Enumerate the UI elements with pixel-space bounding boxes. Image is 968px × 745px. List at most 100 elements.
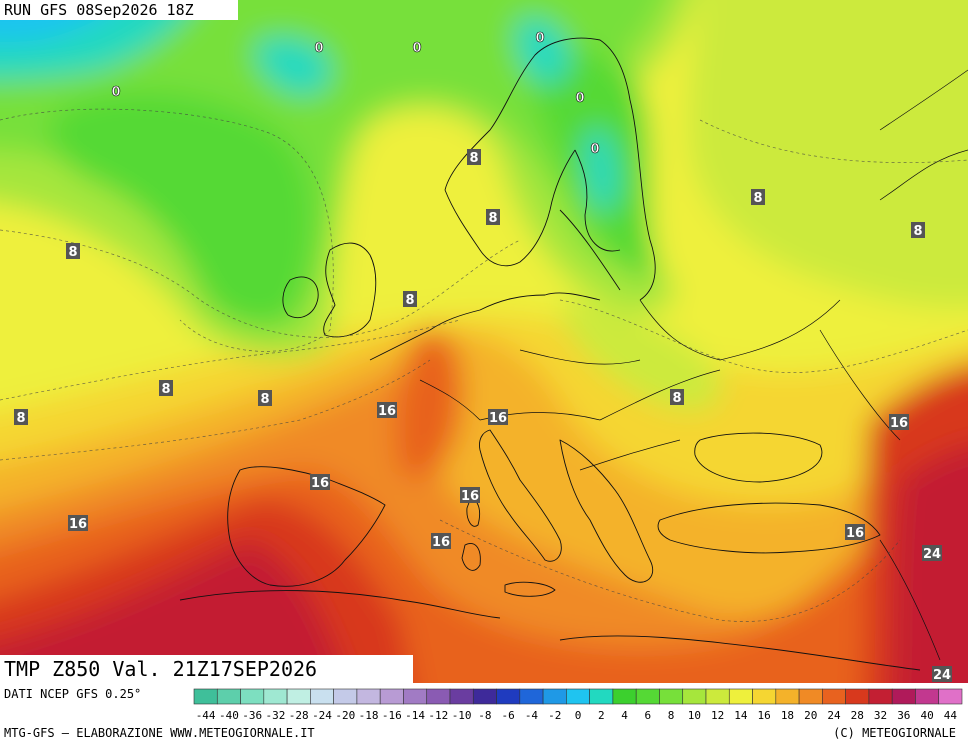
scale-swatch: [240, 688, 265, 705]
copyright-label: (C) METEOGIORNALE: [833, 726, 956, 740]
scale-tick-label: 36: [897, 709, 910, 722]
svg-text:0: 0: [575, 91, 584, 106]
scale-tick-label: 12: [711, 709, 724, 722]
svg-text:16: 16: [378, 404, 396, 419]
temperature-map: 0 0 0 0 0 0 8 8 8 8 8 8 8 8 8 8 16 16 16…: [0, 0, 968, 683]
scale-tick-label: -6: [502, 709, 515, 722]
scale-tick-label: 2: [598, 709, 605, 722]
scale-swatch: [216, 688, 241, 705]
svg-text:0: 0: [111, 85, 120, 100]
data-source-label: DATI NCEP GFS 0.25°: [4, 687, 142, 701]
scale-swatch: [472, 688, 497, 705]
label-16-h: 16: [431, 533, 451, 550]
label-0-b: 0: [412, 41, 422, 57]
scale-tick-label: -24: [312, 709, 332, 722]
scale-swatch: [333, 688, 358, 705]
scale-swatch: [286, 688, 311, 705]
scale-swatch: [915, 688, 940, 705]
label-8-c: 8: [751, 189, 765, 206]
scale-tick-label: 20: [804, 709, 817, 722]
svg-text:0: 0: [314, 41, 323, 56]
svg-text:16: 16: [69, 517, 87, 532]
temperature-color-scale: -44 -40 -36 -32 -28 -24 -20 -18 -16 -14 -12 -10 -8 -6…: [193, 688, 963, 722]
scale-swatch: [449, 688, 474, 705]
svg-text:24: 24: [923, 547, 941, 562]
label-8-b: 8: [486, 209, 500, 226]
scale-tick-label: -28: [289, 709, 309, 722]
scale-tick-label: 6: [645, 709, 652, 722]
scale-tick-labels: -44 -40 -36 -32 -28 -24 -20 -18 -16 -14 -12 -10 -8 -6…: [196, 709, 958, 722]
scale-swatch: [845, 688, 870, 705]
scale-tick-label: 18: [781, 709, 794, 722]
label-8-d: 8: [911, 222, 925, 239]
svg-text:16: 16: [890, 416, 908, 431]
svg-text:0: 0: [535, 31, 544, 46]
scale-swatch: [356, 688, 381, 705]
isotherm-lines: [0, 108, 968, 622]
scale-swatch: [798, 688, 823, 705]
label-16-a: 16: [377, 402, 397, 419]
svg-text:8: 8: [16, 411, 25, 426]
svg-text:16: 16: [846, 526, 864, 541]
temperature-field: [0, 0, 968, 683]
scale-swatch: [705, 688, 730, 705]
svg-text:0: 0: [590, 142, 599, 157]
scale-tick-label: 10: [688, 709, 701, 722]
scale-tick-label: 14: [734, 709, 748, 722]
scale-tick-label: 4: [621, 709, 628, 722]
scale-tick-label: 16: [758, 709, 771, 722]
scale-swatch: [566, 688, 590, 705]
scale-swatch: [379, 688, 404, 705]
scale-swatch: [938, 688, 963, 705]
scale-tick-label: -16: [382, 709, 402, 722]
scale-swatch: [682, 688, 707, 705]
scale-swatch: [635, 688, 660, 705]
scale-swatch: [728, 688, 753, 705]
scale-tick-label: -2: [548, 709, 561, 722]
scale-swatch: [775, 688, 800, 705]
scale-swatch: [542, 688, 567, 705]
svg-text:8: 8: [753, 191, 762, 206]
svg-text:8: 8: [672, 391, 681, 406]
label-8-g: 8: [159, 380, 173, 397]
svg-text:8: 8: [68, 245, 77, 260]
scale-tick-label: -4: [525, 709, 539, 722]
label-16-e: 16: [460, 487, 480, 504]
scale-swatch: [263, 688, 288, 705]
svg-text:16: 16: [432, 535, 450, 550]
scale-tick-label: 24: [827, 709, 841, 722]
scale-swatch: [193, 688, 218, 705]
label-16-d: 16: [310, 474, 330, 491]
svg-text:8: 8: [469, 151, 478, 166]
scale-swatch: [868, 688, 893, 705]
scale-tick-label: 28: [851, 709, 864, 722]
label-0-e: 0: [575, 91, 585, 107]
label-0-a: 0: [314, 41, 324, 57]
label-24-a: 24: [922, 545, 942, 562]
isotherm-label-layer: 0 0 0 0 0 0 8 8 8 8 8 8 8 8 8 8 16 16 16…: [14, 31, 952, 683]
scale-tick-label: 0: [575, 709, 582, 722]
label-8-h: 8: [258, 390, 272, 407]
scale-tick-label: -32: [266, 709, 286, 722]
label-8-e: 8: [66, 243, 80, 260]
scale-tick-label: -10: [452, 709, 472, 722]
scale-tick-label: 32: [874, 709, 887, 722]
coastlines: [179, 37, 968, 671]
svg-text:0: 0: [412, 41, 421, 56]
svg-text:16: 16: [489, 411, 507, 426]
scale-swatch: [612, 688, 637, 705]
svg-text:8: 8: [260, 392, 269, 407]
label-8-f: 8: [403, 291, 417, 308]
svg-text:8: 8: [161, 382, 170, 397]
scale-swatch: [310, 688, 334, 705]
scale-tick-label: 44: [944, 709, 958, 722]
scale-tick-label: -14: [405, 709, 425, 722]
scale-tick-label: -44: [196, 709, 216, 722]
scale-swatch: [752, 688, 777, 705]
label-0-d: 0: [111, 85, 121, 101]
label-0-c: 0: [535, 31, 545, 47]
svg-text:8: 8: [488, 211, 497, 226]
scale-swatch: [426, 688, 451, 705]
label-16-b: 16: [488, 409, 508, 426]
scale-swatch: [589, 688, 614, 705]
